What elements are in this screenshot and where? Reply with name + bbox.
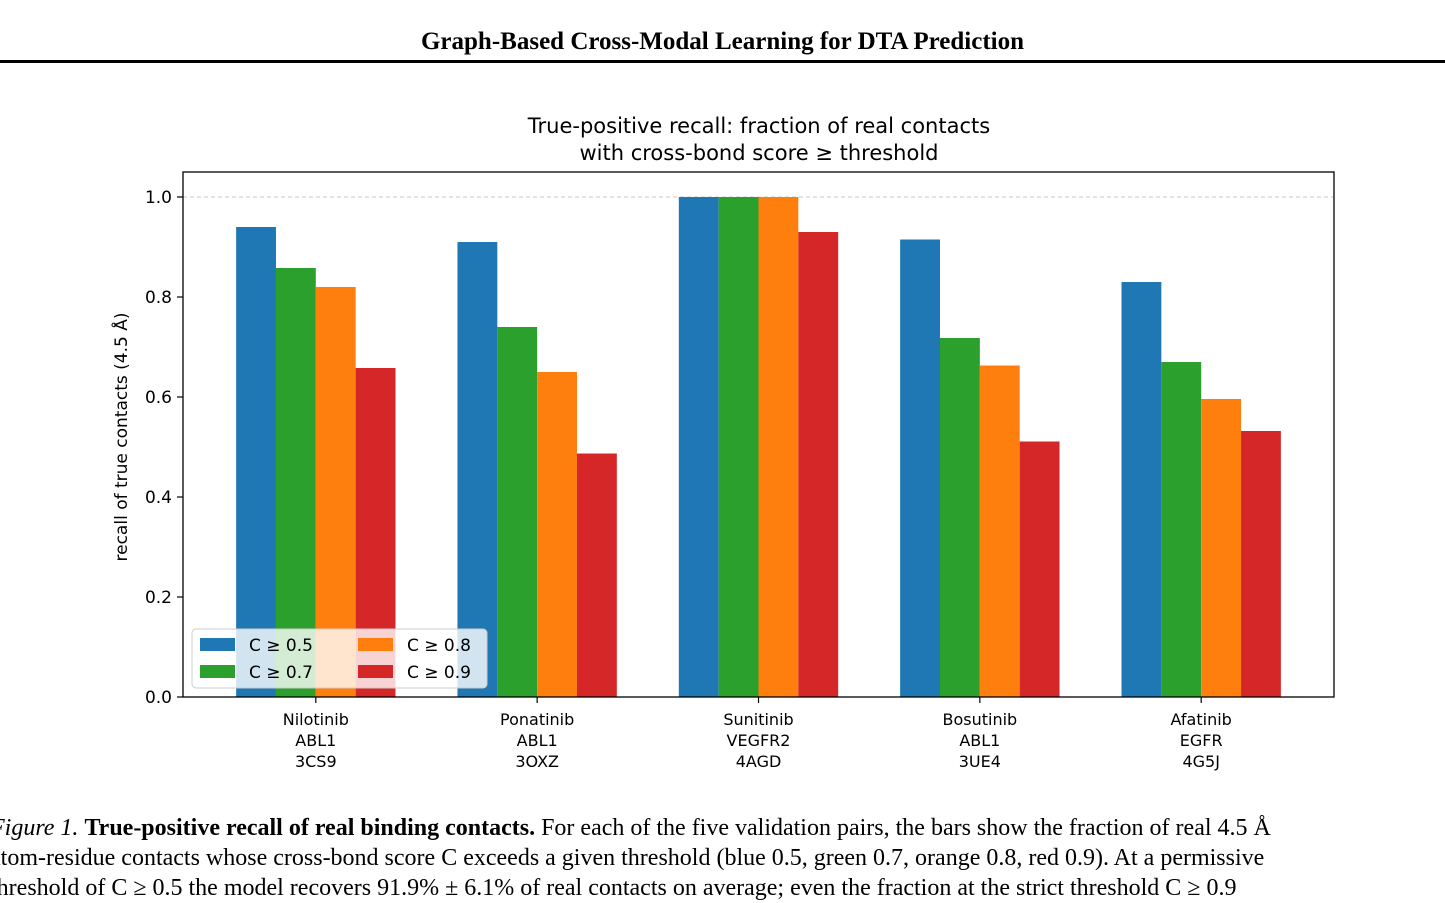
y-tick-label: 0.6 (145, 388, 172, 408)
y-tick-label: 1.0 (145, 188, 172, 208)
bar-ponatinib-series-2 (497, 327, 538, 697)
running-header: Graph-Based Cross-Modal Learning for DTA… (420, 28, 1025, 55)
legend-label-4: C ≥ 0.9 (407, 663, 471, 683)
bar-ponatinib-series-1 (457, 242, 498, 697)
x-ticks: Nilotinib ABL1 3CS9 Ponatinib ABL1 3OXZ Suniti… (283, 697, 1232, 771)
y-tick-label: 0.0 (145, 688, 172, 708)
legend-label-1: C ≥ 0.5 (249, 636, 313, 656)
bar-afatinib-series-4 (1241, 431, 1281, 697)
caption-line-1: Figure 1. True-positive recall of real b… (0, 813, 1445, 843)
bar-sunitinib-series-1 (678, 197, 719, 697)
bar-bosutinib-series-2 (940, 338, 980, 697)
y-tick-label: 0.4 (145, 488, 172, 508)
bars (236, 197, 1281, 697)
y-tick-label: 0.8 (145, 288, 172, 308)
header-rule (0, 60, 1445, 63)
recall-bar-chart: True-positive recall: fraction of real c… (110, 114, 1335, 771)
chart-title: True-positive recall: fraction of real c… (527, 114, 990, 138)
caption-line-3: threshold of C ≥ 0.5 the model recovers … (0, 875, 1237, 901)
x-tick-label-sunitinib: Sunitinib VEGFR2 4AGD (723, 710, 793, 771)
legend-swatch-1 (200, 638, 235, 651)
legend: C ≥ 0.5 C ≥ 0.7 C ≥ 0.8 C ≥ 0.9 (191, 628, 488, 689)
bar-bosutinib-series-1 (900, 239, 941, 697)
bar-nilotinib-series-2 (275, 268, 316, 697)
bar-afatinib-series-2 (1161, 362, 1202, 697)
caption-figure-label: Figure 1. (0, 815, 79, 841)
y-tick-label: 0.2 (145, 588, 172, 608)
y-axis-label: recall of true contacts (4.5 Å) (110, 313, 132, 562)
bar-afatinib-series-1 (1121, 282, 1162, 697)
bar-afatinib-series-3 (1201, 399, 1242, 697)
bar-ponatinib-series-3 (537, 372, 577, 697)
caption-line-2: atom-residue contacts whose cross-bond s… (0, 845, 1265, 871)
x-tick-label-bosutinib: Bosutinib ABL1 3UE4 (942, 710, 1017, 771)
y-ticks: 0.0 0.2 0.4 0.6 0.8 1.0 (145, 188, 183, 708)
bar-bosutinib-series-3 (979, 365, 1020, 697)
x-tick-label-nilotinib: Nilotinib ABL1 3CS9 (283, 710, 349, 771)
figure-caption: Figure 1. True-positive recall of real b… (0, 813, 1445, 903)
legend-swatch-4 (358, 665, 393, 678)
x-tick-label-ponatinib: Ponatinib ABL1 3OXZ (500, 710, 574, 771)
legend-box (191, 628, 488, 689)
x-tick-label-afatinib: Afatinib EGFR 4G5J (1171, 710, 1232, 771)
legend-swatch-3 (358, 638, 393, 651)
bar-ponatinib-series-4 (576, 453, 617, 697)
bar-sunitinib-series-4 (798, 232, 839, 697)
caption-title: True-positive recall of real binding con… (84, 815, 536, 841)
bar-sunitinib-series-2 (718, 197, 759, 697)
legend-swatch-2 (200, 665, 235, 678)
legend-label-2: C ≥ 0.7 (249, 663, 313, 683)
chart-subtitle: with cross-bond score ≥ threshold (579, 141, 938, 165)
legend-label-3: C ≥ 0.8 (407, 636, 471, 656)
bar-nilotinib-series-1 (236, 227, 276, 697)
bar-bosutinib-series-4 (1019, 441, 1060, 697)
caption-text-1: For each of the five validation pairs, t… (541, 815, 1271, 841)
bar-sunitinib-series-3 (758, 197, 799, 697)
